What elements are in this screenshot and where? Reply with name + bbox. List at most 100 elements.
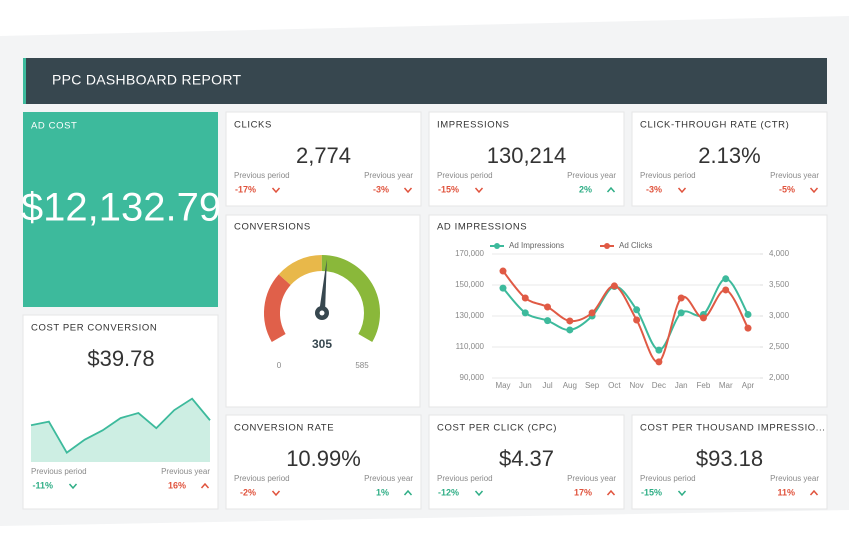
period-change: -15% [438,184,459,194]
kpi-label: CLICKS [234,120,272,131]
period-change: -12% [438,487,459,497]
y2-tick-label: 2,000 [769,373,790,382]
x-tick-label: Feb [697,381,711,390]
year-label: Previous year [567,474,616,483]
series-point [521,294,529,302]
x-tick-label: May [495,381,510,390]
year-label: Previous year [567,171,616,180]
x-tick-label: Oct [608,381,621,390]
x-tick-label: Mar [719,381,733,390]
period-label: Previous period [437,474,493,483]
series-point [677,294,685,302]
series-point [566,317,574,325]
kpi-value: $93.18 [696,446,763,471]
x-tick-label: Jan [675,381,688,390]
year-change: -5% [779,184,795,194]
gauge-band [278,255,323,286]
kpi-card [225,414,422,510]
year-change: 17% [574,487,592,497]
gauge-band [264,274,291,342]
y2-tick-label: 3,500 [769,280,790,289]
kpi-label: COST PER THOUSAND IMPRESSIO... [640,423,826,434]
kpi-card [428,414,625,510]
period-change: -11% [32,480,53,490]
trend-arrow [474,187,484,194]
kpi-label: COST PER CLICK (CPC) [437,423,557,434]
ad-cost-label: AD COST [31,121,77,132]
x-tick-label: Jul [542,381,552,390]
series-point [699,314,707,322]
kpi-card [631,111,828,207]
year-change: 1% [376,487,389,497]
series-point [499,267,507,275]
cost-per-conversion-label: COST PER CONVERSION [31,323,157,334]
kpi-value: 10.99% [286,446,361,471]
period-label: Previous period [31,467,87,476]
ad-impressions-label: AD IMPRESSIONS [437,222,527,233]
legend-marker [604,243,610,249]
kpi-card [631,414,828,510]
series-point [544,317,552,325]
trend-arrow [200,482,210,489]
y-tick-label: 130,000 [455,311,484,320]
series-point [744,324,752,332]
trend-arrow [403,187,413,194]
series-point [744,310,752,318]
period-change: -3% [646,184,662,194]
x-tick-label: Sep [585,381,600,390]
y-tick-label: 110,000 [456,342,485,351]
trend-arrow [809,489,819,496]
gauge-min: 0 [277,361,282,370]
legend-label: Ad Impressions [509,241,564,250]
x-tick-label: Aug [563,381,577,390]
period-label: Previous period [640,171,696,180]
period-change: -15% [641,487,662,497]
trend-arrow [271,490,281,497]
gauge-hub-center [319,310,325,316]
conversions-label: CONVERSIONS [234,222,311,233]
year-change: 2% [579,184,592,194]
legend-marker [494,243,500,249]
ad-cost-card [23,112,218,307]
trend-arrow [809,187,819,194]
period-change: -17% [235,184,256,194]
kpi-value: 2.13% [698,143,760,168]
year-label: Previous year [770,474,819,483]
series-point [722,286,730,294]
trend-arrow [68,483,78,490]
series-point [610,282,618,290]
year-label: Previous year [770,171,819,180]
year-label: Previous year [364,474,413,483]
kpi-card [428,111,625,207]
trend-arrow [606,186,616,193]
trend-arrow [677,187,687,194]
legend-label: Ad Clicks [619,241,652,250]
series-point [566,326,574,334]
kpi-label: CONVERSION RATE [234,423,334,434]
trend-arrow [403,489,413,496]
year-label: Previous year [364,171,413,180]
year-change: 11% [777,487,795,497]
series-point [633,306,641,314]
y2-tick-label: 4,000 [769,249,790,258]
series-point [633,316,641,324]
series-point [655,346,663,354]
series-point [588,309,596,317]
kpi-label: IMPRESSIONS [437,120,510,131]
x-tick-label: Jun [519,381,532,390]
period-label: Previous period [640,474,696,483]
kpi-value: 130,214 [487,143,567,168]
x-tick-label: Nov [630,381,644,390]
period-label: Previous period [234,171,290,180]
y-tick-label: 150,000 [455,280,484,289]
year-change: 16% [168,480,186,490]
header-accent [23,58,26,104]
y-tick-label: 90,000 [460,373,485,382]
gauge-value: 305 [312,337,332,351]
y-tick-label: 170,000 [455,249,484,258]
kpi-value: 2,774 [296,143,351,168]
gauge-needle [319,259,327,314]
series-point [544,303,552,311]
year-label: Previous year [161,467,210,476]
